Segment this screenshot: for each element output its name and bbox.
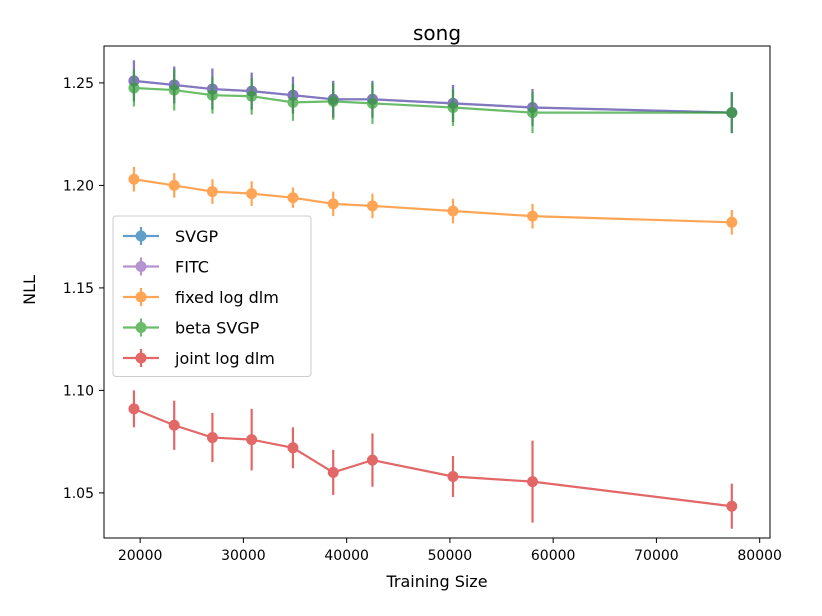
series-beta-svgp xyxy=(128,69,738,134)
legend-box xyxy=(112,215,312,377)
series-line-fixed-log-dlm xyxy=(133,178,732,224)
data-point-fixed-log-dlm xyxy=(726,216,738,228)
legend-swatch-fixed-log-dlm xyxy=(123,288,159,306)
data-point-joint-log-dlm xyxy=(527,476,539,488)
x-tick-label: 80000 xyxy=(737,548,782,564)
legend-swatch-beta-svgp xyxy=(123,318,159,337)
series-joint-log-dlm xyxy=(128,390,738,529)
data-point-fixed-log-dlm xyxy=(246,188,258,200)
legend-swatch-marker xyxy=(135,291,147,303)
y-axis: 1.05 1.10 1.15 1.20 1.25 xyxy=(63,76,104,502)
data-point-fixed-log-dlm xyxy=(128,173,140,185)
y-tick-label: 1.20 xyxy=(63,178,94,194)
legend-item-beta-svgp: beta SVGP xyxy=(123,318,260,338)
legend-swatch-marker xyxy=(135,352,147,364)
data-point-fixed-log-dlm xyxy=(527,210,539,222)
legend-label-beta-svgp: beta SVGP xyxy=(175,319,260,338)
legend-swatch-marker xyxy=(135,322,147,333)
series-fixed-log-dlm xyxy=(128,166,738,235)
data-point-joint-log-dlm xyxy=(168,419,180,431)
y-tick-label: 1.25 xyxy=(63,76,94,92)
data-point-joint-log-dlm xyxy=(366,454,378,466)
data-point-fixed-log-dlm xyxy=(206,186,218,198)
y-axis-label: NLL xyxy=(20,275,39,305)
data-point-beta-svgp xyxy=(287,96,299,108)
data-point-fixed-log-dlm xyxy=(366,200,378,212)
legend: SVGP FITC fixed log dlm beta SVGP joint log … xyxy=(112,215,312,377)
legend-item-fitc: FITC xyxy=(123,257,209,277)
data-point-beta-svgp xyxy=(206,89,218,101)
series-line-joint-log-dlm xyxy=(133,407,732,508)
legend-swatch-marker xyxy=(135,230,147,242)
legend-swatch-joint-log-dlm xyxy=(123,349,159,367)
x-tick-label: 60000 xyxy=(531,548,576,564)
legend-item-svgp: SVGP xyxy=(123,227,219,246)
legend-label-joint-log-dlm: joint log dlm xyxy=(174,349,275,368)
plot-frame xyxy=(103,45,771,539)
data-point-fixed-log-dlm xyxy=(327,198,339,210)
x-tick-label: 30000 xyxy=(221,548,266,564)
legend-label-fitc: FITC xyxy=(175,258,209,277)
legend-swatch-svgp xyxy=(123,227,159,245)
y-tick-label: 1.10 xyxy=(63,383,94,399)
data-point-beta-svgp xyxy=(527,107,539,119)
legend-item-joint-log-dlm: joint log dlm xyxy=(123,349,275,368)
data-point-beta-svgp xyxy=(447,102,459,113)
data-point-joint-log-dlm xyxy=(128,403,140,415)
data-point-beta-svgp xyxy=(168,84,180,96)
data-point-fixed-log-dlm xyxy=(168,179,180,191)
x-axis-label: Training Size xyxy=(385,572,487,591)
series-line-fitc xyxy=(133,79,732,114)
x-tick-label: 50000 xyxy=(428,548,473,564)
x-tick-label: 20000 xyxy=(118,548,163,564)
legend-swatch-marker xyxy=(135,261,147,272)
y-tick-label: 1.05 xyxy=(63,486,94,502)
x-tick-label: 40000 xyxy=(324,548,369,564)
data-point-beta-svgp xyxy=(246,90,258,102)
legend-label-svgp: SVGP xyxy=(175,227,219,246)
legend-label-fixed-log-dlm: fixed log dlm xyxy=(175,288,279,307)
data-point-fixed-log-dlm xyxy=(287,192,299,204)
data-point-fixed-log-dlm xyxy=(447,205,459,217)
x-tick-label: 70000 xyxy=(634,548,679,564)
series-layer xyxy=(128,60,738,529)
data-point-joint-log-dlm xyxy=(287,442,299,454)
legend-item-fixed-log-dlm: fixed log dlm xyxy=(123,288,279,307)
legend-swatch-fitc xyxy=(123,257,159,276)
data-point-joint-log-dlm xyxy=(447,471,459,482)
y-tick-label: 1.15 xyxy=(63,281,94,297)
data-point-joint-log-dlm xyxy=(246,434,258,446)
data-point-joint-log-dlm xyxy=(327,466,339,478)
data-point-beta-svgp xyxy=(726,107,738,119)
data-point-beta-svgp xyxy=(128,82,140,94)
data-point-joint-log-dlm xyxy=(206,432,218,444)
series-line-beta-svgp xyxy=(133,86,732,114)
x-axis: 20000 30000 40000 50000 60000 70000 80000 xyxy=(118,538,782,564)
data-point-beta-svgp xyxy=(366,97,378,109)
data-point-beta-svgp xyxy=(327,95,339,107)
data-point-joint-log-dlm xyxy=(726,500,738,512)
chart-title: song xyxy=(413,21,461,45)
